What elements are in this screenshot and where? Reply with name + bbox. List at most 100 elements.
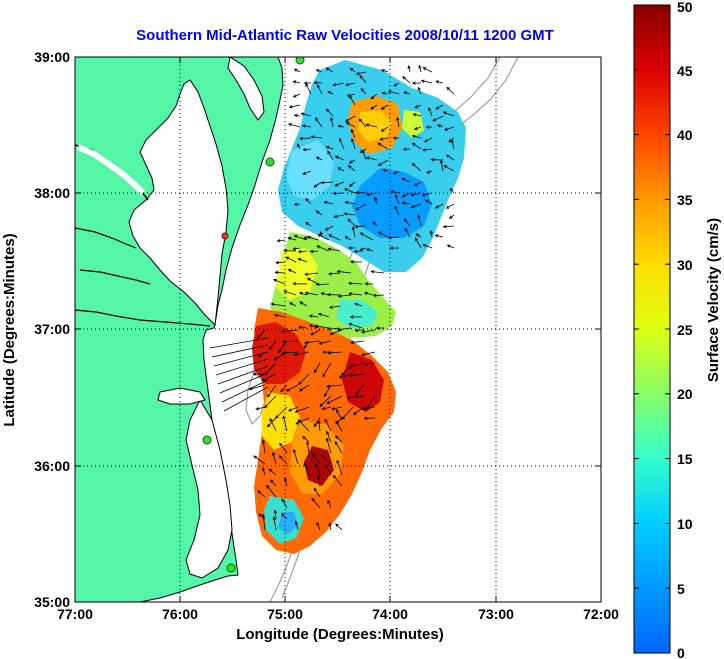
velocity-vector-head — [365, 123, 370, 127]
y-tick-label: 36:00 — [34, 458, 70, 474]
velocity-vector — [359, 75, 367, 84]
velocity-vector-head — [449, 187, 454, 192]
velocity-vector — [444, 126, 455, 131]
station-marker-2 — [265, 157, 275, 167]
velocity-vector-head — [263, 404, 268, 409]
velocity-vector — [305, 292, 319, 296]
velocity-vector-head — [285, 256, 290, 260]
velocity-vector — [381, 126, 389, 132]
velocity-vector — [281, 498, 288, 509]
velocity-vector — [305, 198, 312, 205]
velocity-vector — [414, 181, 422, 187]
velocity-vector — [401, 178, 411, 183]
velocity-vector-head — [422, 67, 427, 71]
velocity-vector-head — [345, 82, 350, 87]
velocity-vector — [327, 500, 332, 509]
velocity-vector — [299, 384, 310, 392]
colorbar-tick-label: 35 — [677, 192, 693, 208]
velocity-vector-head — [426, 170, 430, 174]
velocity-vector-head — [336, 459, 340, 464]
x-tick-label: 77:00 — [57, 606, 93, 622]
velocity-vector — [418, 215, 422, 227]
velocity-vector-head — [349, 340, 354, 345]
velocity-vector-head — [327, 91, 331, 95]
velocity-vector — [277, 340, 288, 353]
velocity-vector — [327, 395, 343, 404]
velocity-vector-head — [278, 455, 283, 459]
velocity-vector-head — [314, 117, 319, 121]
velocity-vector-head — [266, 484, 270, 489]
pamlico-sound — [185, 398, 233, 579]
velocity-vector — [354, 250, 363, 252]
velocity-vector-head — [411, 163, 416, 167]
velocity-vector — [347, 93, 356, 97]
velocity-vector-head — [317, 312, 322, 317]
velocity-vector-head — [322, 350, 326, 354]
velocity-vector-head — [363, 416, 368, 420]
velocity-vector-head — [292, 448, 297, 453]
velocity-vector-head — [401, 177, 406, 182]
velocity-patch-north-yellow — [402, 110, 424, 138]
velocity-patch-north-deep — [352, 168, 432, 238]
velocity-vector-head — [293, 234, 298, 239]
velocity-vector — [366, 248, 374, 252]
velocity-vector-head — [380, 106, 385, 110]
velocity-vector — [299, 137, 312, 139]
velocity-vector-head — [365, 248, 370, 252]
velocity-vector-head — [361, 330, 365, 334]
colorbar-tick-label: 5 — [677, 581, 685, 597]
x-tick-label: 72:00 — [583, 606, 619, 622]
velocity-vector — [316, 522, 321, 531]
velocity-vector — [219, 372, 269, 394]
velocity-vector — [327, 151, 334, 161]
velocity-vector — [284, 478, 288, 487]
velocity-vector — [435, 234, 444, 238]
velocity-vector — [349, 95, 356, 106]
velocity-vector-head — [422, 148, 426, 152]
velocity-vector-head — [364, 362, 369, 366]
velocity-vector — [281, 329, 299, 333]
velocity-vector-head — [301, 124, 306, 128]
velocity-vector-head — [293, 352, 298, 357]
velocity-vector — [307, 277, 319, 285]
velocity-vector-head — [379, 137, 384, 141]
velocity-vector-head — [334, 435, 339, 440]
velocity-vector-head — [354, 328, 359, 333]
velocity-vector-head — [326, 430, 330, 435]
velocity-vector-head — [297, 419, 302, 423]
rappahannock-river — [75, 227, 137, 249]
velocity-vector-head — [338, 137, 343, 142]
velocity-vector — [317, 475, 321, 487]
velocity-vector-head — [434, 234, 439, 238]
velocity-vector — [281, 513, 288, 520]
velocity-vector-head — [287, 269, 292, 273]
x-axis-label: Longitude (Degrees:Minutes) — [236, 626, 444, 643]
x-tick-label: 76:00 — [162, 606, 198, 622]
velocity-vector-head — [377, 142, 382, 146]
velocity-vector — [304, 340, 321, 344]
velocity-vector-head — [390, 190, 394, 194]
velocity-vector-head — [271, 451, 276, 456]
velocity-vector — [289, 302, 297, 307]
velocity-vector-head — [310, 331, 315, 336]
velocity-vector — [327, 327, 341, 330]
velocity-vector-head — [395, 116, 400, 121]
velocity-vector-head — [347, 218, 352, 223]
velocity-vector-head — [304, 272, 309, 276]
velocity-vector — [403, 91, 411, 95]
velocity-vector — [305, 222, 312, 227]
velocity-vector — [329, 305, 341, 308]
velocity-vector — [423, 67, 433, 73]
velocity-vector — [341, 406, 354, 420]
velocity-vector — [293, 449, 299, 465]
velocity-vector-head — [444, 127, 448, 131]
velocity-vector-head — [334, 155, 339, 159]
velocity-vector-head — [311, 497, 315, 502]
velocity-vector-head — [318, 341, 323, 345]
velocity-vector-head — [370, 270, 375, 274]
velocity-vector-head — [413, 126, 418, 130]
velocity-vector — [294, 351, 310, 356]
velocity-vector — [328, 248, 341, 252]
velocity-vector-head — [401, 201, 406, 205]
velocity-vector — [262, 467, 266, 476]
